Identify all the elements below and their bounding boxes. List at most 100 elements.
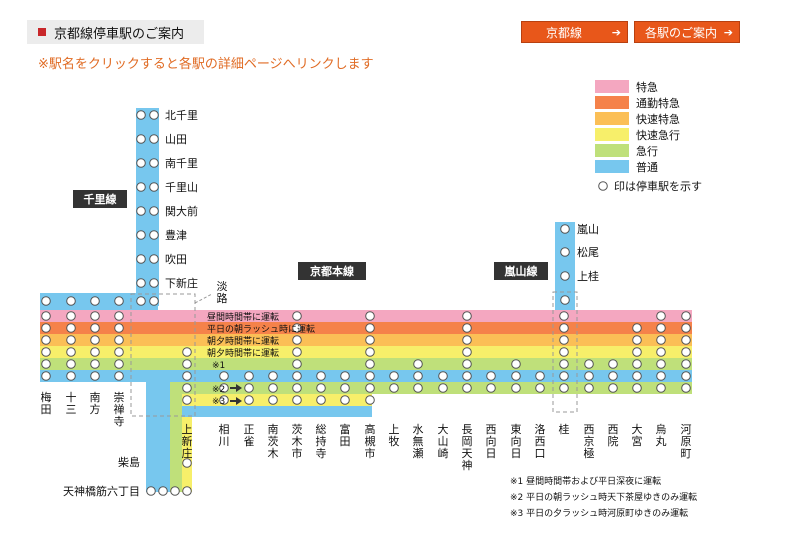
station-name-link[interactable]: 総持寺 bbox=[316, 422, 327, 460]
station-stop-marker bbox=[632, 335, 642, 345]
page-title-box: 京都線停車駅のご案内 bbox=[27, 20, 204, 44]
station-stop-marker bbox=[608, 359, 618, 369]
station-name-link[interactable]: 西院 bbox=[608, 423, 619, 448]
station-name-link[interactable]: 十三 bbox=[66, 390, 77, 416]
station-name-link[interactable]: 吹田 bbox=[165, 253, 187, 266]
station-name-link-char: 田 bbox=[340, 435, 351, 448]
station-stop-marker bbox=[170, 486, 180, 496]
station-name-link[interactable]: 下新庄 bbox=[165, 276, 198, 290]
station-stop-marker bbox=[292, 383, 302, 393]
band-note-mark2: ※2 bbox=[212, 385, 225, 395]
station-awaji-link[interactable]: 淡路 bbox=[217, 280, 228, 305]
station-name-link[interactable]: 南茨木 bbox=[268, 423, 279, 460]
station-name-link-char: 梅 bbox=[41, 390, 52, 404]
kyoto-line-button[interactable]: 京都線 ➔ bbox=[521, 21, 628, 43]
band-note-kaisoku-kyuko: 朝夕時間帯に運転 bbox=[207, 347, 279, 359]
footnote: ※2 平日の朝ラッシュ時天下茶屋ゆきのみ運転 bbox=[510, 491, 697, 503]
station-stop-marker bbox=[486, 371, 496, 381]
station-name-link[interactable]: 西向日 bbox=[486, 423, 497, 460]
band-note-kaisoku-tokkyu: 朝夕時間帯に運転 bbox=[207, 335, 279, 347]
station-name-link[interactable]: 嵐山 bbox=[577, 223, 599, 236]
station-name-link[interactable]: 南方 bbox=[90, 391, 101, 416]
footnote: ※3 平日の夕ラッシュ時河原町ゆきのみ運転 bbox=[510, 507, 688, 519]
station-name-link[interactable]: 大宮 bbox=[632, 422, 643, 448]
station-stop-marker bbox=[462, 359, 472, 369]
station-stop-marker bbox=[149, 134, 159, 144]
station-stop-marker bbox=[268, 395, 278, 405]
station-stop-marker bbox=[632, 323, 642, 333]
station-stop-marker bbox=[182, 359, 192, 369]
station-name-link-char: 牧 bbox=[389, 434, 400, 448]
station-stop-marker bbox=[656, 371, 666, 381]
station-name-link[interactable]: 西京極 bbox=[584, 423, 595, 460]
station-name-link[interactable]: 天神橋筋六丁目 bbox=[63, 484, 140, 498]
awaji-station-box bbox=[130, 293, 196, 417]
station-stop-marker bbox=[292, 311, 302, 321]
station-name-link-char: 丸 bbox=[656, 435, 667, 448]
station-stop-marker bbox=[41, 323, 51, 333]
station-stop-marker bbox=[584, 383, 594, 393]
station-stop-marker bbox=[559, 371, 569, 381]
station-stop-marker bbox=[559, 311, 569, 321]
station-name-link[interactable]: 相川 bbox=[219, 423, 230, 448]
legend-label: 快速特急 bbox=[636, 112, 680, 126]
station-name-link[interactable]: 松尾 bbox=[577, 245, 599, 259]
station-name-link-char: 東 bbox=[511, 423, 522, 436]
station-stop-marker bbox=[149, 182, 159, 192]
station-name-link-char: 持 bbox=[316, 434, 327, 448]
arrow-right-icon: ➔ bbox=[723, 26, 733, 39]
station-stop-marker bbox=[90, 347, 100, 357]
station-name-link[interactable]: 高槻市 bbox=[365, 422, 376, 460]
station-name-link[interactable]: 南千里 bbox=[165, 157, 198, 170]
station-guide-button[interactable]: 各駅のご案内 ➔ bbox=[634, 21, 740, 43]
station-stop-marker bbox=[389, 371, 399, 381]
station-stop-marker bbox=[136, 134, 146, 144]
station-name-link[interactable]: 富田 bbox=[340, 422, 351, 448]
station-stop-marker bbox=[182, 371, 192, 381]
station-stop-marker bbox=[292, 359, 302, 369]
station-name-link[interactable]: 桂 bbox=[559, 422, 570, 436]
station-stop-marker bbox=[316, 395, 326, 405]
station-name-link-char: 十 bbox=[66, 390, 77, 404]
station-name-link[interactable]: 烏丸 bbox=[656, 422, 667, 448]
station-stop-marker bbox=[66, 371, 76, 381]
station-name-link[interactable]: 豊津 bbox=[165, 229, 187, 242]
station-stop-marker bbox=[114, 347, 124, 357]
station-name-link-char: 洛 bbox=[535, 422, 546, 436]
station-name-link[interactable]: 上桂 bbox=[577, 269, 599, 283]
station-stop-marker bbox=[149, 110, 159, 120]
station-name-link[interactable]: 洛西口 bbox=[535, 422, 546, 460]
station-stop-marker bbox=[560, 247, 570, 257]
station-name-link[interactable]: 柴島 bbox=[118, 455, 140, 469]
station-name-link-char: 新 bbox=[182, 434, 193, 448]
station-name-link[interactable]: 関大前 bbox=[165, 204, 198, 218]
station-name-link[interactable]: 茨木市 bbox=[292, 422, 303, 460]
station-stop-marker bbox=[219, 371, 229, 381]
kyoto-main-line-label-bg bbox=[298, 262, 366, 280]
station-name-link[interactable]: 北千里 bbox=[165, 109, 198, 122]
station-name-link[interactable]: 河原町 bbox=[681, 423, 692, 460]
station-name-link[interactable]: 崇禅寺 bbox=[114, 391, 125, 428]
band-note-tokkyu: 昼間時間帯に運転 bbox=[207, 311, 279, 323]
station-name-link[interactable]: 大山崎 bbox=[438, 422, 449, 460]
station-stop-marker bbox=[559, 347, 569, 357]
arrow-right-icon: ➔ bbox=[611, 26, 621, 39]
station-stop-marker bbox=[66, 296, 76, 306]
station-name-link[interactable]: 梅田 bbox=[41, 390, 52, 416]
station-name-link[interactable]: 正雀 bbox=[244, 423, 255, 448]
station-stop-marker bbox=[462, 371, 472, 381]
station-stop-marker bbox=[462, 311, 472, 321]
station-stop-marker bbox=[511, 383, 521, 393]
station-name-link[interactable]: 山田 bbox=[165, 133, 187, 146]
station-stop-marker bbox=[244, 383, 254, 393]
station-name-link-char: 上 bbox=[182, 423, 193, 436]
station-name-link[interactable]: 千里山 bbox=[165, 181, 198, 194]
station-stop-marker bbox=[438, 383, 448, 393]
station-name-link[interactable]: 上新庄 bbox=[182, 423, 193, 460]
station-name-link[interactable]: 東向日 bbox=[511, 423, 522, 460]
station-stop-marker bbox=[292, 395, 302, 405]
station-stop-marker bbox=[114, 311, 124, 321]
station-name-link[interactable]: 上牧 bbox=[389, 423, 400, 448]
station-name-link[interactable]: 水無瀬 bbox=[413, 423, 424, 460]
